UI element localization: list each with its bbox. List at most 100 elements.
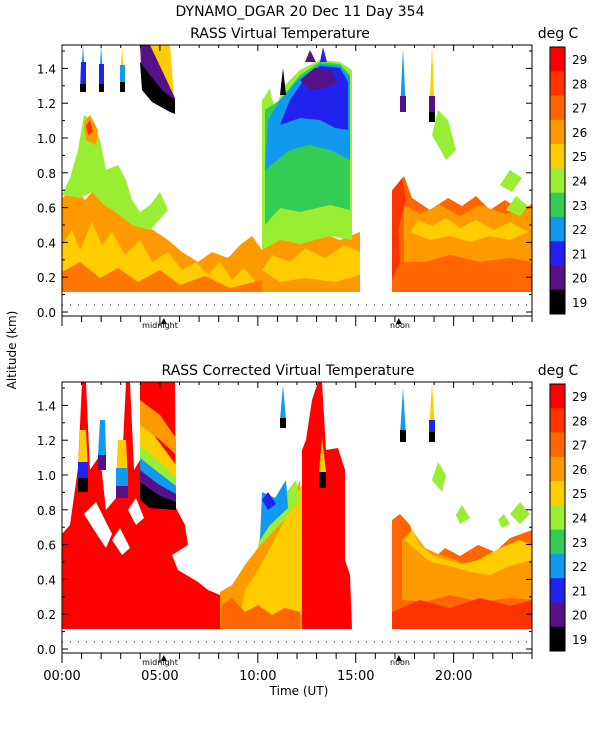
bottom-wedge-green [140, 445, 176, 486]
bottom-afternoon-band-yellow [405, 530, 532, 575]
bottom-afternoon-spike-2 [429, 382, 435, 432]
bottom-afternoon-band-orange [402, 530, 532, 602]
bottom-heatmap [62, 382, 532, 629]
top-afternoon-green-patch-2 [500, 170, 522, 192]
bottom-afternoon-spike-1 [400, 388, 406, 435]
top-x-ticks [61, 45, 533, 326]
xtick-label-0: 00:00 [43, 669, 80, 684]
bottom-colorbar-swatch-0 [550, 384, 565, 409]
top-ytick-label-5: 1.0 [37, 132, 56, 146]
bottom-spike-1-colors [78, 430, 88, 470]
xtick-label-1: 05:00 [141, 669, 178, 684]
bottom-afternoon-spike-2c [429, 432, 435, 442]
bottom-spike-3-dark [116, 486, 128, 498]
bottom-midday-yellow [240, 485, 302, 615]
bottom-ytick-label-4: 0.8 [37, 504, 56, 518]
bottom-colorbar-swatch-9 [550, 602, 565, 628]
top-ytick-label-0: 0.0 [37, 306, 56, 320]
bottom-night-red-block [62, 382, 220, 629]
top-spike-3c [120, 82, 125, 92]
top-midday-column-purple [300, 68, 338, 90]
bottom-ytick-label-5: 1.0 [37, 469, 56, 483]
bottom-spike-1-blue [78, 462, 88, 478]
y-axis-label: Altitude (km) [5, 311, 19, 390]
bottom-red-spike-inner-1 [319, 438, 326, 472]
top-midday-low-band-yellow [262, 245, 360, 282]
bottom-colorbar-label-6: 23 [572, 536, 587, 550]
top-colorbar-label-7: 22 [572, 223, 587, 237]
bottom-colorbar-swatch-10 [550, 626, 565, 652]
top-axes: 0.0 0.2 0.4 0.6 0.8 1.0 1.2 1.4 midnight noon [37, 44, 533, 330]
bottom-marker-midnight: midnight [142, 658, 178, 667]
top-colorbar-swatch-8 [550, 241, 565, 266]
bottom-colorbar-swatch-3 [550, 456, 565, 482]
bottom-colorbar-swatch-1 [550, 408, 565, 434]
bottom-colorbar-label-1: 28 [572, 414, 587, 428]
bottom-colorbar-label-8: 21 [572, 584, 587, 598]
bottom-red-spike-inner-2 [319, 472, 326, 488]
bottom-ytick-label-2: 0.4 [37, 573, 56, 587]
top-midday-spike-purple [305, 50, 316, 62]
bottom-ytick-label-0: 0.0 [37, 643, 56, 657]
x-axis-label: Time (UT) [269, 684, 329, 698]
bottom-spike-1-dark [78, 478, 88, 492]
figure-title: DYNAMO_DGAR 20 Dec 11 Day 354 [176, 4, 425, 20]
bottom-panel-title: RASS Corrected Virtual Temperature [162, 363, 415, 379]
top-afternoon-band-red [392, 178, 406, 292]
bottom-ytick-label-3: 0.6 [37, 539, 56, 553]
bottom-spike-2-colors [98, 420, 106, 455]
bottom-colorbar-swatch-4 [550, 481, 565, 506]
top-colorbar-swatch-3 [550, 119, 565, 145]
top-colorbar-label-10: 19 [572, 296, 587, 310]
top-colorbar-label-1: 28 [572, 77, 587, 91]
top-colorbar-swatch-9 [550, 265, 565, 291]
top-afternoon-green-patch-1 [432, 110, 456, 160]
top-marker-midnight: midnight [142, 321, 178, 330]
top-colorbar-swatch-4 [550, 144, 565, 169]
bottom-ytick-label-6: 1.2 [37, 434, 56, 448]
bottom-colorbar-swatch-7 [550, 553, 565, 579]
bottom-x-tick-labels: 00:00 05:00 10:00 15:00 20:00 [43, 669, 472, 684]
bottom-colorbar-label-7: 22 [572, 560, 587, 574]
top-heatmap [62, 45, 532, 292]
top-midnight-marker-icon [160, 318, 167, 324]
top-colorbar-swatch-6 [550, 192, 565, 218]
bottom-colorbar-swatch-2 [550, 432, 565, 458]
top-panel-title: RASS Virtual Temperature [190, 26, 370, 42]
top-afternoon-green-patch-3 [506, 196, 528, 216]
bottom-axes: 0.0 0.2 0.4 0.6 0.8 1.0 1.2 1.4 midnight noon 0… [37, 381, 533, 684]
top-colorbar-label-5: 24 [572, 175, 587, 189]
top-noon-marker-icon [395, 318, 402, 324]
top-colorbar-swatch-5 [550, 168, 565, 194]
top-colorbar-label-2: 27 [572, 102, 587, 116]
bottom-colorbar-swatch-6 [550, 529, 565, 555]
top-afternoon-spike-2c [429, 112, 435, 122]
bottom-afternoon-green-3 [510, 502, 530, 524]
xtick-label-3: 15:00 [337, 669, 374, 684]
bottom-ytick-label-1: 0.2 [37, 608, 56, 622]
bottom-wedge-orange [140, 400, 176, 455]
bottom-colorbar-label-5: 24 [572, 512, 587, 526]
top-night-patch-green [62, 115, 168, 230]
xtick-label-4: 20:00 [435, 669, 472, 684]
bottom-afternoon-green-1 [432, 462, 446, 492]
top-colorbar-unit: deg C [538, 26, 579, 42]
bottom-night-white-gap-1 [84, 502, 112, 548]
bottom-afternoon-spike-1b [400, 430, 406, 442]
top-colorbar-swatch-2 [550, 95, 565, 121]
bottom-x-ticks [61, 382, 533, 663]
top-marker-noon: noon [390, 321, 410, 330]
bottom-spike-midday-top [280, 385, 286, 420]
bottom-colorbar-label-4: 25 [572, 487, 587, 501]
top-colorbar-label-0: 29 [572, 53, 587, 67]
top-y-ticks: 0.0 0.2 0.4 0.6 0.8 1.0 1.2 1.4 [37, 50, 532, 320]
top-colorbar-label-8: 21 [572, 247, 587, 261]
bottom-colorbar-unit: deg C [538, 363, 579, 379]
top-ytick-label-4: 0.8 [37, 167, 56, 181]
top-spike-2c [99, 84, 104, 92]
top-ytick-label-6: 1.2 [37, 97, 56, 111]
bottom-afternoon-green-4 [498, 514, 510, 528]
top-colorbar-label-4: 25 [572, 150, 587, 164]
top-ytick-label-3: 0.6 [37, 202, 56, 216]
